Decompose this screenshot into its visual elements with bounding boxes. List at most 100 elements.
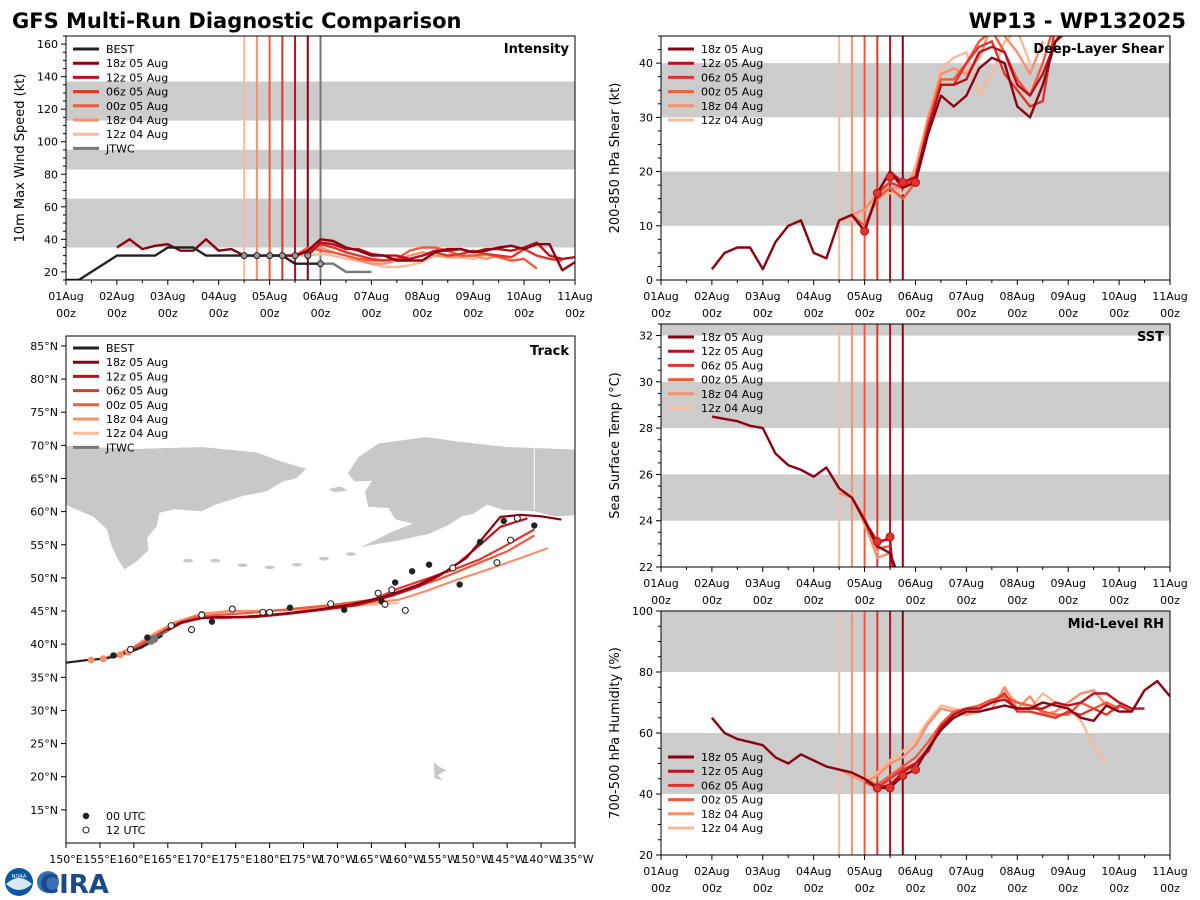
track-jtwc-marker — [150, 634, 159, 643]
shear-band-1 — [661, 63, 1170, 118]
track-12utc-point — [506, 536, 515, 544]
shear-xtick-label: 02Aug — [694, 290, 729, 303]
track-00utc-point — [144, 634, 151, 641]
track-frame — [65, 335, 576, 844]
track-00utc-point — [456, 581, 463, 588]
shear-ytick-label: 10 — [639, 220, 653, 233]
intensity-legend-label: 18z 05 Aug — [106, 57, 168, 70]
sst-xtick-label: 05Aug — [847, 577, 882, 590]
track-12utc-point — [259, 608, 267, 616]
intensity-xtick-label: 00z — [158, 307, 178, 320]
rh-xtick-label: 02Aug — [694, 865, 729, 878]
track-12utc-point — [513, 514, 521, 522]
rh-xtick-label: 10Aug — [1101, 865, 1136, 878]
track-initial-marker — [116, 651, 124, 659]
intensity-title: Intensity — [504, 42, 570, 57]
sst-title: SST — [1137, 330, 1164, 345]
intensity-xtick-label: 04Aug — [201, 290, 236, 303]
rh-xtick-label: 00z — [855, 882, 875, 895]
land-aleutian-island — [291, 562, 302, 567]
rh-xtick-label: 00z — [906, 882, 926, 895]
rh-legend-label: 18z 04 Aug — [701, 808, 763, 821]
track-ytick-label: 20°N — [30, 771, 58, 784]
shear-run-marker — [885, 172, 895, 182]
track-12utc-point — [374, 589, 382, 597]
track-legend-label: BEST — [106, 342, 134, 355]
track-00utc-point — [408, 568, 416, 575]
rh-title: Mid-Level RH — [1068, 617, 1164, 632]
track-xtick-label: 175°E — [219, 853, 252, 866]
intensity-best-marker — [291, 252, 299, 260]
rh-xtick-label: 04Aug — [796, 865, 831, 878]
land-aleutian-island — [183, 558, 194, 563]
sst-legend-label: 18z 04 Aug — [701, 388, 763, 401]
rh-xtick-label: 00z — [1007, 882, 1027, 895]
rh-legend-label: 06z 05 Aug — [701, 779, 763, 792]
shear-xtick-label: 00z — [804, 307, 824, 320]
intensity-legend-label: 12z 05 Aug — [106, 71, 168, 84]
intensity-xtick-label: 00z — [412, 307, 432, 320]
intensity-xtick-label: 08Aug — [405, 290, 440, 303]
track-xtick-label: 155°E — [83, 853, 116, 866]
rh-run-marker — [898, 771, 908, 781]
intensity-series-jtwc — [320, 262, 372, 274]
shear-xtick-label: 00z — [1058, 307, 1078, 320]
land-aleutian-island — [237, 563, 248, 568]
track-xtick-label: 160°E — [117, 853, 150, 866]
rh-xtick-label: 00z — [1058, 882, 1078, 895]
rh-xtick-label: 05Aug — [847, 865, 882, 878]
track-ytick-label: 70°N — [30, 439, 58, 452]
track-12utc-point — [388, 586, 396, 594]
intensity-xtick-label: 06Aug — [303, 290, 338, 303]
shear-xtick-label: 00z — [651, 307, 671, 320]
intensity-legend-label: 18z 04 Aug — [106, 114, 168, 127]
sst-series-18z-05-aug — [711, 415, 897, 567]
rh-legend-label: 18z 05 Aug — [701, 751, 763, 764]
track-ytick-label: 55°N — [30, 539, 58, 552]
track-ytick-label: 15°N — [30, 804, 58, 817]
track-12utc-point — [228, 605, 236, 613]
track-12utc-point — [381, 600, 389, 608]
track-legend-label: 12z 05 Aug — [106, 370, 168, 383]
rh-ytick-label: 20 — [639, 849, 653, 862]
shear-title: Deep-Layer Shear — [1033, 42, 1164, 57]
track-xtick-label: 170°W — [319, 853, 356, 866]
shear-xtick-label: 11Aug — [1152, 290, 1187, 303]
shear-xtick-label: 00z — [1109, 307, 1129, 320]
track-legend-label: 18z 05 Aug — [106, 356, 168, 369]
intensity-xtick-label: 02Aug — [99, 290, 134, 303]
rh-xtick-label: 00z — [651, 882, 671, 895]
noaa-logo-text: NOAA — [12, 874, 27, 880]
track-ytick-label: 50°N — [30, 572, 58, 585]
shear-series-18z-04-aug — [838, 36, 1044, 222]
noaa-logo: NOAA — [5, 868, 33, 896]
cira-logo: CIRA — [37, 870, 109, 900]
track-ytick-label: 35°N — [30, 671, 58, 684]
sst-xtick-label: 00z — [804, 594, 824, 607]
track-legend-label: 00z 05 Aug — [106, 399, 168, 412]
intensity-best-marker — [304, 252, 312, 260]
shear-xtick-label: 03Aug — [745, 290, 780, 303]
sst-ytick-label: 26 — [639, 468, 653, 481]
rh-xtick-label: 06Aug — [898, 865, 933, 878]
sst-xtick-label: 02Aug — [694, 577, 729, 590]
shear-ytick-label: 30 — [639, 111, 653, 124]
track-xtick-label: 145°W — [488, 853, 525, 866]
shear-xtick-label: 07Aug — [949, 290, 984, 303]
shear-xtick-label: 00z — [906, 307, 926, 320]
sst-legend-label: 12z 04 Aug — [701, 402, 763, 415]
shear-xtick-label: 09Aug — [1050, 290, 1085, 303]
track-12utc-point — [327, 600, 335, 608]
intensity-legend-label: JTWC — [105, 142, 135, 155]
rh-xtick-label: 00z — [702, 882, 722, 895]
storm-id: WP13 - WP132025 — [969, 9, 1186, 33]
sst-xtick-label: 00z — [1160, 594, 1180, 607]
intensity-xtick-label: 09Aug — [455, 290, 490, 303]
track-initial-marker — [99, 655, 107, 663]
track-legend-00utc-marker — [82, 812, 90, 820]
intensity-xtick-label: 00z — [209, 307, 229, 320]
intensity-xtick-label: 07Aug — [354, 290, 389, 303]
track-ytick-label: 65°N — [30, 472, 58, 485]
intensity-legend-label: 00z 05 Aug — [106, 100, 168, 113]
